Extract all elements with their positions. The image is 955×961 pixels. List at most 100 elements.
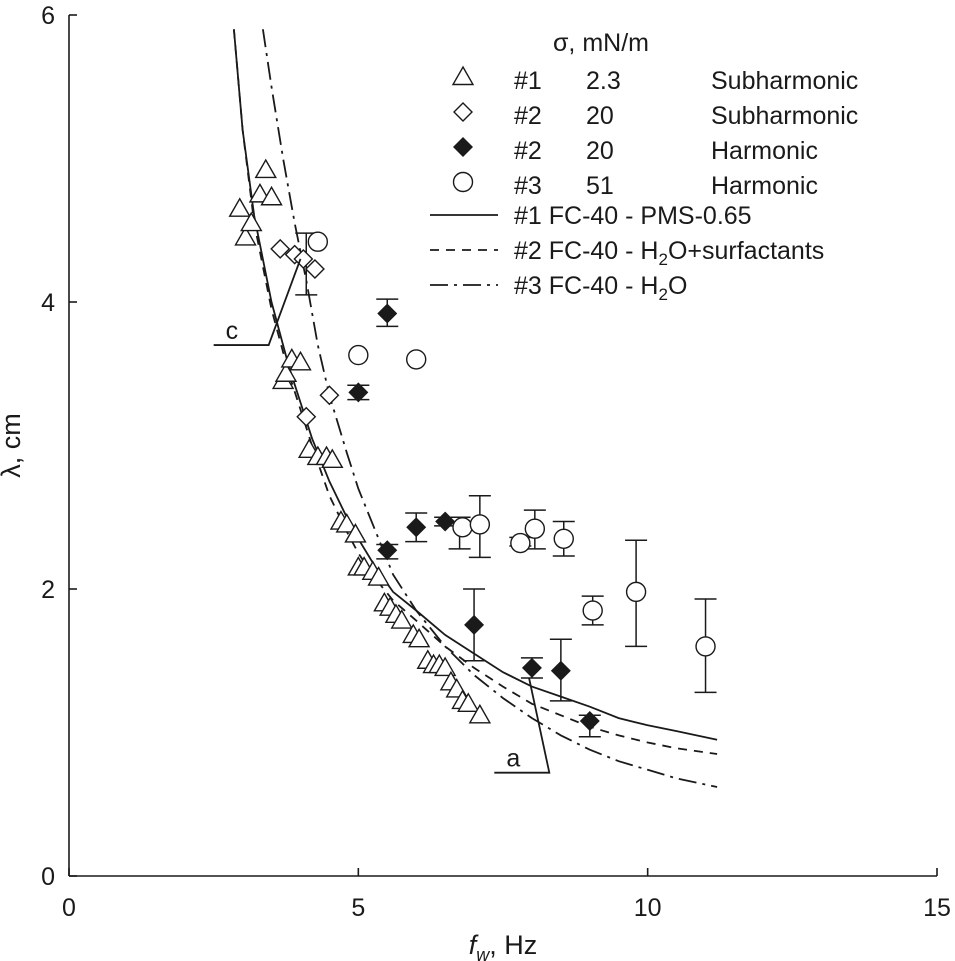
- data-point-triangle-open-2: [234, 226, 257, 246]
- data-point-triangle-open-16: [335, 513, 358, 533]
- x-tick-label-15: 15: [923, 894, 951, 922]
- data-point-circle-open-10: [625, 581, 647, 603]
- annotation-label-a: a: [506, 745, 520, 773]
- legend-entry-sigma: 20: [586, 102, 614, 130]
- y-tick-label-0: 0: [41, 863, 55, 891]
- legend-line-label: #3 FC-40 - H2O: [514, 272, 687, 304]
- data-point-triangle-open-8: [274, 362, 298, 382]
- data-point-diamond-filled-4: [406, 517, 427, 538]
- data-point-diamond-open-4: [304, 259, 325, 279]
- data-point-diamond-filled-7: [521, 657, 542, 678]
- data-point-diamond-open-6: [319, 385, 340, 406]
- data-point-circle-open-5: [469, 514, 491, 535]
- y-axis-title: λ, cm: [0, 413, 26, 478]
- data-point-diamond-filled-1: [348, 382, 369, 403]
- data-point-triangle-open-36: [468, 703, 492, 724]
- legend-entry-sigma: 51: [586, 172, 614, 200]
- legend-entry-mode: Subharmonic: [711, 67, 858, 95]
- legend-marker-diamond-filled: [453, 137, 473, 157]
- x-tick-label-0: 0: [62, 894, 76, 922]
- legend-entry-id: #2: [514, 137, 542, 165]
- annotation-label-c: c: [226, 317, 239, 345]
- legend-entry-id: #1: [514, 67, 542, 95]
- legend-entry-sigma: 2.3: [586, 67, 621, 95]
- data-point-triangle-open-14: [321, 448, 344, 469]
- data-point-diamond-open-1: [270, 238, 291, 259]
- data-point-circle-open-1: [307, 231, 329, 252]
- data-point-circle-open-4: [452, 517, 473, 538]
- curve-1-solid: [233, 29, 718, 741]
- legend-entry-mode: Harmonic: [711, 137, 818, 165]
- annotation-leader-a: [494, 677, 551, 774]
- data-point-triangle-open-35: [457, 692, 480, 712]
- legend-line-label-main: #2 FC-40 - H: [514, 237, 658, 265]
- legend-entry-4: #3 51 Harmonic: [452, 171, 818, 200]
- data-point-triangle-open-17: [344, 523, 367, 543]
- legend-entry-sigma: 20: [586, 137, 614, 165]
- legend: σ, mN/m#1 2.3 Subharmonic#2 20 Subharmonic#2…: [430, 29, 858, 304]
- series-2-diamond-open: [270, 238, 340, 427]
- data-point-triangle-open-10: [289, 350, 312, 371]
- data-point-triangle-open-31: [433, 656, 457, 677]
- legend-entry-id: #2: [514, 102, 542, 130]
- y-tick-label-4: 4: [41, 289, 55, 317]
- data-point-circle-open-9: [582, 600, 603, 621]
- y-tick-label-2: 2: [41, 576, 55, 604]
- data-point-circle-open-3: [406, 349, 427, 370]
- x-axis-title-symbol: f: [469, 930, 479, 960]
- x-tick-label-5: 5: [351, 894, 365, 922]
- legend-line-label-main: #3 FC-40 - H: [514, 272, 658, 300]
- data-point-circle-open-11: [695, 636, 716, 657]
- data-point-diamond-filled-6: [464, 614, 485, 635]
- legend-marker-triangle-open: [451, 65, 475, 86]
- legend-line-entry-2: #2 FC-40 - H2O+surfactants: [430, 237, 824, 269]
- data-point-diamond-filled-9: [579, 711, 600, 732]
- x-axis-title-subscript: w: [476, 945, 490, 961]
- data-point-triangle-open-21: [367, 566, 390, 586]
- x-tick-label-10: 10: [634, 894, 662, 922]
- data-point-diamond-open-5: [296, 406, 317, 427]
- legend-line-label-rest: O: [668, 272, 687, 300]
- annotation-leader-c: [213, 258, 302, 346]
- data-point-triangle-open-1: [228, 197, 251, 217]
- legend-line-entry-3: #3 FC-40 - H2O: [430, 272, 687, 304]
- data-point-triangle-open-6: [260, 185, 283, 206]
- data-point-diamond-filled-2: [377, 303, 398, 324]
- data-point-diamond-filled-3: [377, 540, 398, 561]
- legend-header: σ, mN/m: [553, 29, 649, 57]
- legend-line-entry-1: #1 FC-40 - PMS-0.65: [430, 202, 752, 230]
- legend-marker-circle-open: [452, 171, 474, 193]
- x-axis-title-unit: , Hz: [489, 930, 537, 960]
- data-point-triangle-open-25: [390, 609, 413, 629]
- data-point-triangle-open-3: [240, 211, 263, 232]
- legend-entry-mode: Harmonic: [711, 172, 818, 200]
- curves-layer: [233, 29, 718, 788]
- data-point-triangle-open-5: [254, 158, 277, 179]
- data-point-circle-open-8: [553, 528, 574, 549]
- legend-entry-3: #2 20 Harmonic: [453, 137, 818, 165]
- data-point-triangle-open-27: [407, 627, 431, 648]
- x-axis-title: fw, Hz: [469, 930, 538, 961]
- legend-line-label-rest: O+surfactants: [668, 237, 824, 265]
- legend-entry-mode: Subharmonic: [711, 102, 858, 130]
- data-point-diamond-filled-5: [435, 511, 456, 532]
- data-point-circle-open-6: [510, 532, 531, 554]
- curve-2-dashed: [233, 29, 718, 755]
- points-layer: [228, 158, 716, 732]
- legend-line-label: #1 FC-40 - PMS-0.65: [514, 202, 752, 230]
- series-4-circle-open: [307, 231, 716, 657]
- series-3-diamond-filled: [348, 303, 600, 732]
- legend-line-label-subscript: 2: [658, 250, 667, 269]
- annotations-layer: ca: [213, 258, 551, 774]
- y-tick-label-6: 6: [41, 2, 55, 30]
- legend-marker-diamond-open: [453, 102, 473, 122]
- legend-entry-2: #2 20 Subharmonic: [453, 102, 858, 130]
- legend-line-label-subscript: 2: [658, 285, 667, 304]
- legend-entry-1: #1 2.3 Subharmonic: [451, 65, 858, 95]
- data-point-circle-open-2: [348, 344, 369, 366]
- data-point-circle-open-7: [524, 518, 546, 539]
- data-point-diamond-filled-8: [550, 660, 571, 681]
- legend-line-label: #2 FC-40 - H2O+surfactants: [514, 237, 824, 269]
